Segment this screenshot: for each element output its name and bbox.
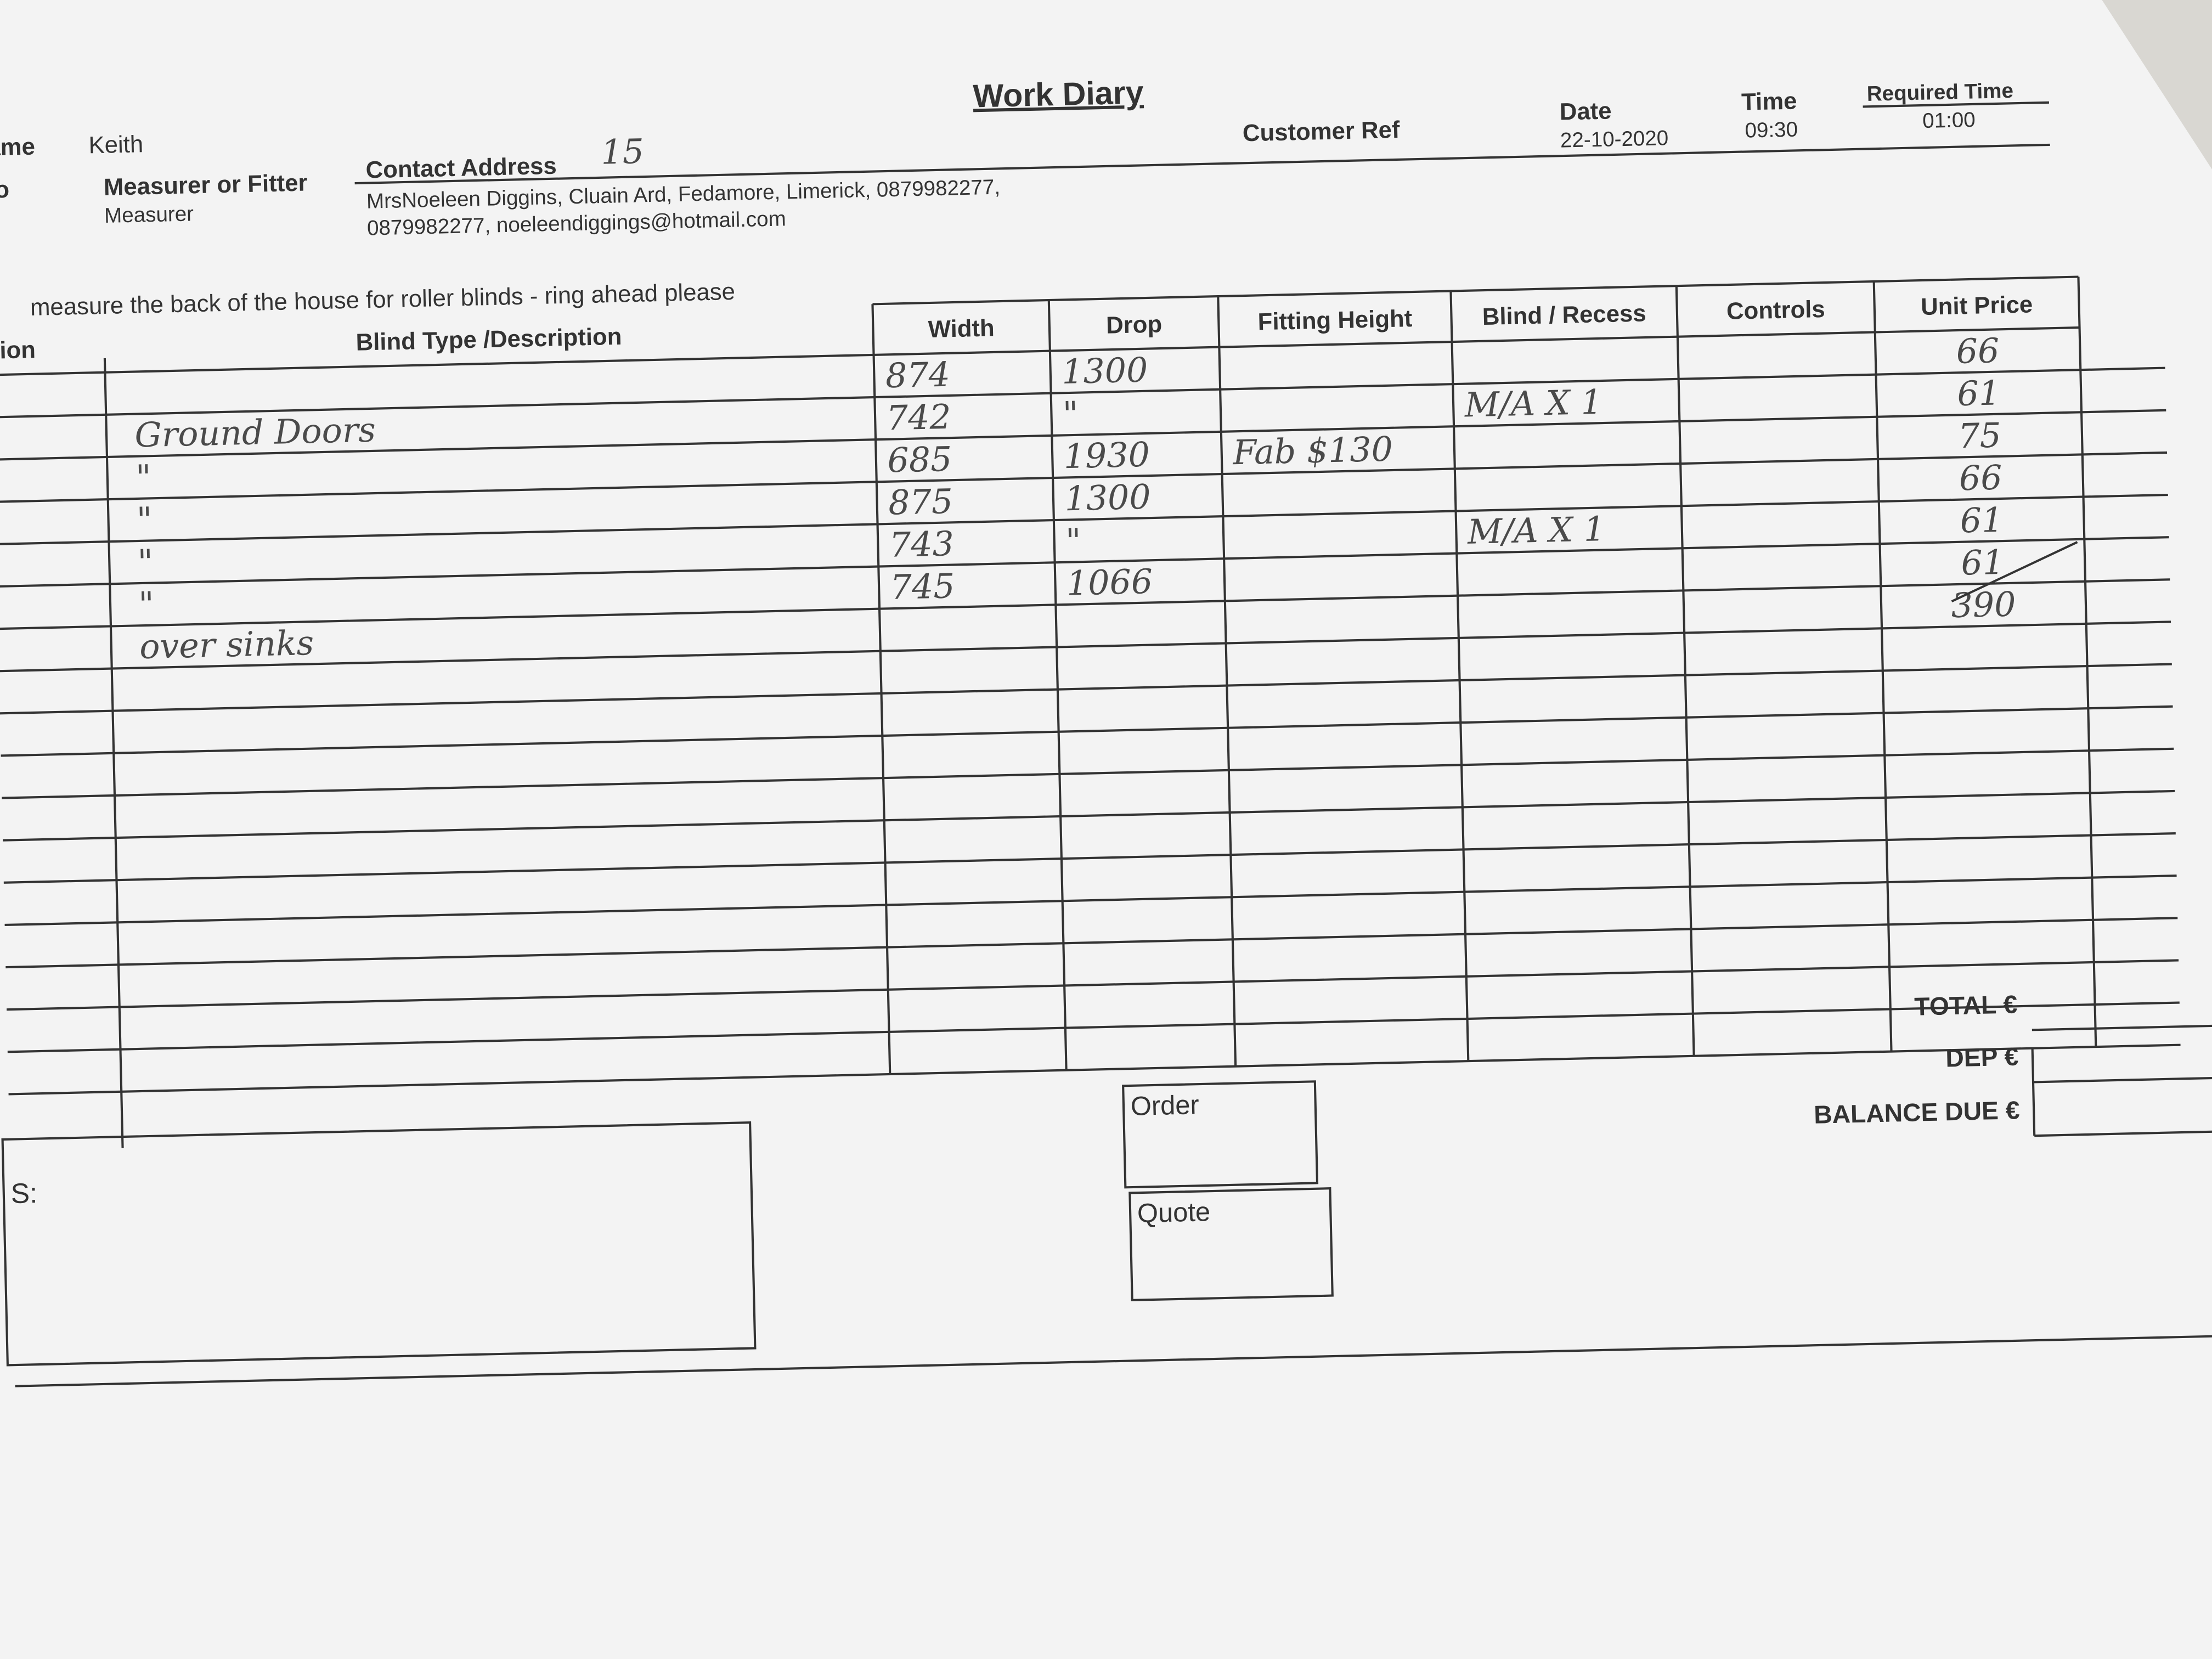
column-header: Blind Type /Description <box>356 323 622 356</box>
column-line <box>1449 291 1470 1062</box>
total-label: TOTAL € <box>1914 990 2018 1020</box>
handwritten-cell: 685 <box>887 439 952 481</box>
row-line <box>0 451 2168 503</box>
total-strike <box>1951 541 2078 603</box>
column-header: tion <box>0 336 36 364</box>
handwritten-cell: 61 <box>1960 500 2004 541</box>
column-header: Width <box>928 314 995 343</box>
table-rule <box>0 326 2080 376</box>
column-line <box>1047 300 1068 1070</box>
handwritten-cell: " <box>1062 394 1079 434</box>
bottom-rule <box>15 1335 2212 1387</box>
handwritten-cell: 1066 <box>1066 562 1153 603</box>
header-rule <box>354 143 2050 185</box>
handwritten-cell: over sinks <box>139 623 314 667</box>
column-line <box>871 304 891 1075</box>
handwritten-cell: 1930 <box>1063 435 1150 477</box>
handwritten-cell: 61 <box>1961 543 2005 583</box>
handwritten-cell: " <box>1065 521 1082 561</box>
column-header: Controls <box>1726 296 1825 325</box>
handwritten-cell: 66 <box>1959 458 2002 499</box>
handwritten-cell: 66 <box>1956 331 2000 371</box>
handwritten-cell: 743 <box>889 524 954 565</box>
role: Measurer <box>104 202 194 228</box>
form: Work Diary ame Keith lo Measurer or FitterMe… <box>0 74 2212 1387</box>
column-header: Unit Price <box>1921 291 2033 320</box>
row-line <box>8 1043 2181 1096</box>
role-label: Measurer or Fitter <box>103 170 308 201</box>
time-label: Time <box>1741 87 1797 115</box>
column-line <box>1675 286 1695 1056</box>
handwritten-cell: 75 <box>1957 415 2001 456</box>
row-line <box>0 663 2172 715</box>
handwritten-cell: 874 <box>885 355 950 396</box>
required-time: 01:00 <box>1922 108 1976 133</box>
total-box-line <box>2032 1024 2212 1031</box>
total-box-line <box>2033 1076 2212 1084</box>
time: 09:30 <box>1745 118 1798 143</box>
name: Keith <box>88 131 144 159</box>
row-line <box>7 1001 2180 1053</box>
handwritten-cell: M/A X 1 <box>1466 509 1606 552</box>
handwritten-cell: " <box>138 584 155 624</box>
row-line <box>5 917 2178 969</box>
deposit-label: DEP € <box>1945 1042 2019 1073</box>
column-line <box>1872 281 1893 1052</box>
row-line <box>0 366 2165 419</box>
handwritten-cell: " <box>135 458 151 498</box>
quote-label: Quote <box>1137 1197 1210 1228</box>
no-label: lo <box>0 176 10 204</box>
required-time-label: Required Time <box>1866 79 2013 106</box>
handwritten-cell: 61 <box>1957 373 2001 414</box>
table-rule <box>872 275 2079 306</box>
date: 22-10-2020 <box>1560 126 1669 152</box>
handwritten-cell: 1300 <box>1062 350 1149 392</box>
notes-box <box>1 1121 757 1367</box>
column-line <box>2077 276 2097 1047</box>
balance-label: BALANCE DUE € <box>1814 1096 2020 1129</box>
handwritten-cell: 390 <box>1951 584 2016 625</box>
handwritten-cell: Ground Doors <box>134 410 376 455</box>
quote-box <box>1128 1187 1334 1301</box>
column-header: Fitting Height <box>1257 305 1413 335</box>
address-note: 15 <box>601 132 645 172</box>
date-label: Date <box>1559 97 1612 125</box>
row-line <box>1 705 2173 757</box>
row-line <box>0 409 2166 461</box>
name-label: ame <box>0 133 35 161</box>
title: Work Diary <box>973 74 1144 114</box>
handwritten-cell: M/A X 1 <box>1464 382 1603 425</box>
column-line <box>103 358 124 1148</box>
order-label: Order <box>1130 1090 1199 1121</box>
column-line <box>1217 296 1237 1066</box>
column-header: Drop <box>1106 311 1163 338</box>
handwritten-cell: 745 <box>890 566 955 607</box>
customer-ref-label: Customer Ref <box>1242 116 1400 146</box>
handwritten-cell: " <box>136 500 153 540</box>
row-line <box>0 536 2169 588</box>
row-line <box>3 789 2175 842</box>
order-box <box>1122 1080 1319 1189</box>
handwritten-cell: 875 <box>888 482 953 523</box>
row-line <box>7 959 2179 1011</box>
row-line <box>0 493 2168 545</box>
row-line <box>0 620 2171 673</box>
header-rule <box>1863 101 2049 108</box>
row-line <box>2 747 2174 799</box>
row-line <box>3 832 2176 884</box>
row-line <box>0 578 2170 630</box>
row-line <box>4 874 2177 927</box>
total-box-line <box>2034 1130 2212 1137</box>
handwritten-cell: " <box>137 542 154 582</box>
handwritten-cell: 1300 <box>1064 477 1152 519</box>
total-box-line <box>2031 1048 2036 1136</box>
handwritten-cell: Fab $130 <box>1232 430 1393 473</box>
notes-label: S: <box>10 1177 38 1209</box>
column-header: Blind / Recess <box>1482 300 1646 330</box>
handwritten-cell: 742 <box>886 397 951 438</box>
